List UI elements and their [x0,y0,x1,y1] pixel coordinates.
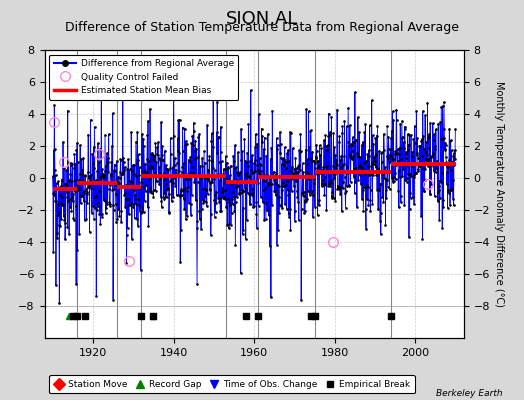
Y-axis label: Monthly Temperature Anomaly Difference (°C): Monthly Temperature Anomaly Difference (… [494,81,504,307]
Legend: Station Move, Record Gap, Time of Obs. Change, Empirical Break: Station Move, Record Gap, Time of Obs. C… [49,376,415,394]
Text: Difference of Station Temperature Data from Regional Average: Difference of Station Temperature Data f… [65,21,459,34]
Text: SION,AL: SION,AL [226,10,298,28]
Legend: Difference from Regional Average, Quality Control Failed, Estimated Station Mean: Difference from Regional Average, Qualit… [49,54,238,100]
Text: Berkeley Earth: Berkeley Earth [436,389,503,398]
